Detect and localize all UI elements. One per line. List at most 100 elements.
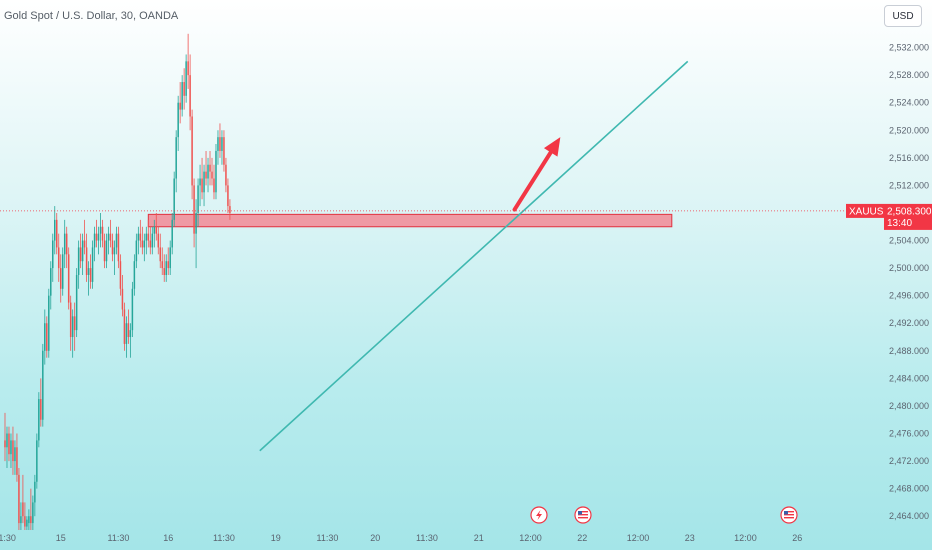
- candle: [141, 226, 144, 255]
- candle: [52, 233, 54, 282]
- candle: [157, 226, 160, 255]
- us-flag-event-icon[interactable]: [780, 506, 798, 524]
- price-axis[interactable]: 2,532.000 2,528.000 2,524.000 2,520.000 2,51…: [889, 43, 929, 522]
- candle: [135, 233, 138, 269]
- candle: [99, 212, 102, 248]
- candle: [183, 68, 185, 110]
- candle: [30, 488, 32, 530]
- time-tick-label: 26: [792, 533, 802, 543]
- candle: [8, 426, 10, 462]
- candle: [93, 226, 96, 262]
- candle: [133, 254, 136, 296]
- support-zone-layer: [147, 213, 673, 228]
- candle: [103, 233, 106, 269]
- candle: [193, 178, 195, 248]
- time-tick-label: 15: [56, 533, 66, 543]
- candle: [223, 130, 225, 172]
- flash-event-icon[interactable]: [530, 506, 548, 524]
- candle: [129, 323, 132, 358]
- candle: [91, 240, 94, 289]
- candle: [65, 226, 68, 269]
- current-price-tag: XAUUSD 2,508.300 13:40: [0, 203, 932, 230]
- candle: [217, 130, 219, 165]
- candle: [127, 309, 130, 344]
- support-zone[interactable]: [147, 213, 673, 228]
- candle: [161, 247, 163, 275]
- candle: [115, 226, 118, 255]
- candle: [199, 164, 201, 207]
- candle: [149, 226, 152, 255]
- candle: [119, 254, 122, 296]
- candle: [197, 178, 199, 227]
- price-tick-label: 2,516.000: [889, 153, 929, 163]
- candle: [18, 467, 20, 530]
- candle: [22, 474, 24, 524]
- candle: [125, 316, 128, 358]
- candle: [67, 247, 70, 310]
- candle: [42, 343, 44, 427]
- candle: [55, 212, 58, 255]
- candle: [113, 240, 116, 275]
- candle: [145, 226, 148, 255]
- price-tick-label: 2,512.000: [889, 180, 929, 190]
- candle: [229, 199, 231, 220]
- candle: [171, 212, 173, 255]
- candle: [215, 144, 217, 200]
- candle: [89, 254, 92, 289]
- time-tick-label: 12:00: [734, 533, 757, 543]
- trendline[interactable]: [259, 60, 689, 452]
- price-tag-bg: [884, 203, 932, 230]
- time-axis[interactable]: 11:30 15 11:30 16 11:30 19 11:30 20 11:30 21 12:00…: [0, 533, 802, 543]
- candle: [221, 130, 223, 165]
- time-tick-label: 12:00: [519, 533, 542, 543]
- time-tick-label: 11:30: [317, 533, 339, 543]
- us-flag-event-icon[interactable]: [574, 506, 592, 524]
- candle: [155, 212, 158, 241]
- price-tick-label: 2,484.000: [889, 373, 929, 383]
- candle: [165, 254, 167, 282]
- events-layer: [530, 506, 798, 524]
- symbol-tag-bg: [846, 203, 884, 218]
- candle: [107, 226, 110, 255]
- price-tag-symbol: XAUUSD: [849, 206, 891, 217]
- candle: [81, 233, 84, 275]
- candle: [151, 226, 154, 255]
- candle: [181, 75, 183, 117]
- candle: [117, 226, 120, 269]
- bullish-arrow[interactable]: [512, 137, 561, 212]
- candle: [203, 164, 205, 207]
- candle: [54, 206, 56, 255]
- candle: [26, 516, 28, 530]
- candle: [10, 433, 12, 468]
- candle: [40, 378, 42, 427]
- time-tick-label: 11:30: [213, 533, 235, 543]
- candle: [4, 412, 6, 462]
- price-tick-label: 2,524.000: [889, 98, 929, 108]
- time-tick-label: 11:30: [0, 533, 16, 543]
- candle: [121, 275, 124, 317]
- candle: [173, 171, 175, 227]
- candle: [87, 261, 90, 296]
- candle: [50, 261, 52, 310]
- price-tag-countdown: 13:40: [887, 218, 912, 229]
- candle: [111, 233, 114, 262]
- time-tick-label: 21: [474, 533, 484, 543]
- time-tick-label: 11:30: [108, 533, 130, 543]
- price-tick-label: 2,532.000: [889, 43, 929, 53]
- candle: [163, 254, 165, 282]
- candle: [83, 219, 86, 255]
- candle: [28, 509, 30, 530]
- candle: [75, 268, 78, 338]
- candle: [209, 150, 211, 186]
- candle: [147, 219, 150, 248]
- currency-button[interactable]: USD: [884, 5, 922, 27]
- candle: [143, 233, 146, 262]
- candle: [189, 54, 191, 131]
- trendline-layer: [259, 60, 689, 452]
- candle: [207, 157, 209, 193]
- candle: [14, 440, 16, 475]
- candle: [137, 226, 140, 255]
- candle: [85, 233, 88, 282]
